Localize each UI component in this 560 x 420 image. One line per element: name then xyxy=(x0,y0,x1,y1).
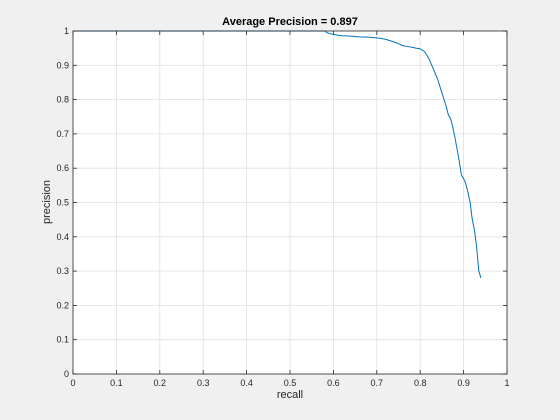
y-axis-label: precision xyxy=(41,180,53,224)
x-tick-label: 0.4 xyxy=(240,378,253,388)
y-tick-label: 0.5 xyxy=(56,198,69,208)
x-tick-label: 0.8 xyxy=(414,378,427,388)
x-axis-label: recall xyxy=(277,389,303,401)
y-tick-label: 0 xyxy=(64,369,69,379)
y-tick-label: 1 xyxy=(64,26,69,36)
chart-title: Average Precision = 0.897 xyxy=(222,16,358,28)
precision-recall-line xyxy=(73,30,482,279)
y-tick-label: 0.3 xyxy=(56,266,69,276)
series-layer xyxy=(73,30,482,279)
x-tick-label: 0.5 xyxy=(284,378,297,388)
ticks xyxy=(72,30,508,375)
tick-labels: 0 0.1 0.2 0.3 0.4 0.5 0.6 0.7 0.8 0.9 1 0 0.1 0.2 0.3 0… xyxy=(56,26,509,388)
x-tick-label: 0.6 xyxy=(327,378,340,388)
x-tick-label: 0.7 xyxy=(371,378,384,388)
x-tick-label: 0.2 xyxy=(154,378,167,388)
y-tick-label: 0.8 xyxy=(56,95,69,105)
x-tick-label: 0.1 xyxy=(110,378,123,388)
y-tick-label: 0.4 xyxy=(56,232,69,242)
y-tick-label: 0.9 xyxy=(56,60,69,70)
y-tick-label: 0.2 xyxy=(56,300,69,310)
x-tick-label: 0.9 xyxy=(457,378,470,388)
y-tick-label: 0.1 xyxy=(56,335,69,345)
x-tick-label: 1 xyxy=(504,378,509,388)
y-tick-label: 0.7 xyxy=(56,129,69,139)
grid-lines xyxy=(73,31,507,374)
x-tick-label: 0.3 xyxy=(197,378,210,388)
x-tick-label: 0 xyxy=(70,378,75,388)
y-tick-label: 0.6 xyxy=(56,163,69,173)
